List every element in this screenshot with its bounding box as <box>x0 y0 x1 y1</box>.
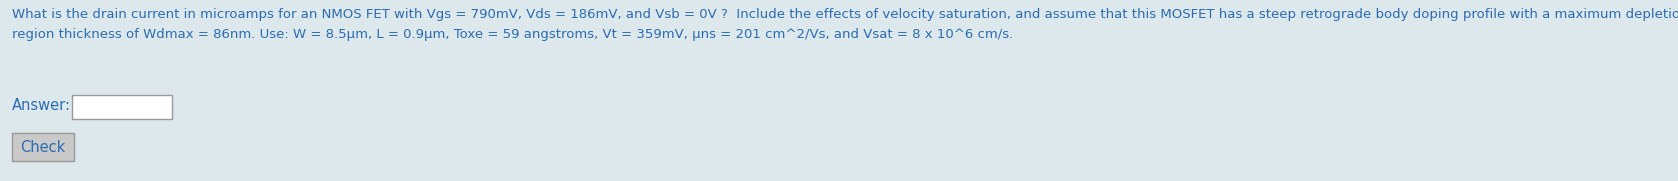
Text: What is the drain current in microamps for an NMOS FET with Vgs = 790mV, Vds = 1: What is the drain current in microamps f… <box>12 8 1678 21</box>
Bar <box>12 133 74 161</box>
Text: Answer:: Answer: <box>12 98 70 113</box>
Text: region thickness of Wdmax = 86nm. Use: W = 8.5μm, L = 0.9μm, Toxe = 59 angstroms: region thickness of Wdmax = 86nm. Use: W… <box>12 28 1014 41</box>
Bar <box>72 95 173 119</box>
Text: Check: Check <box>20 140 65 155</box>
